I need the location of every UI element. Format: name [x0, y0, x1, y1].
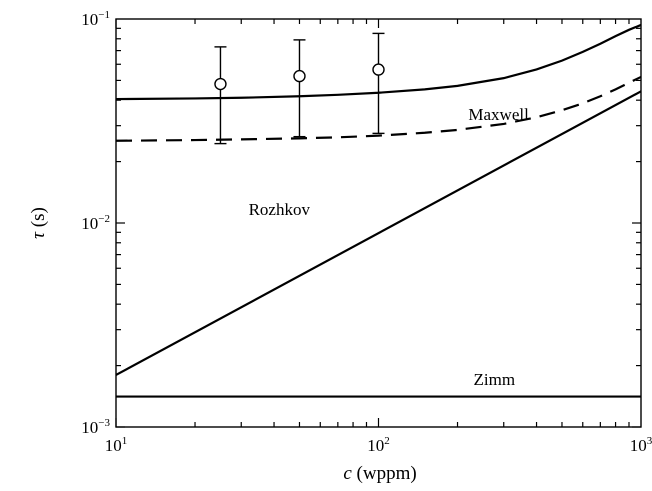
series-line-1 — [115, 75, 642, 142]
y-axis-label-unit: (s) — [28, 207, 49, 232]
x-axis-label-unit: (wppm) — [352, 463, 417, 484]
annotation-zimm: Zimm — [474, 370, 516, 389]
data-point-1 — [293, 39, 306, 138]
x-tick-label-2: 103 — [630, 435, 652, 455]
annotation-maxwell: Maxwell — [468, 105, 529, 124]
y-axis-label-var: τ — [28, 231, 49, 239]
x-tick-label-0: 101 — [105, 435, 128, 455]
y-axis-label: τ (s) — [28, 207, 49, 239]
data-point-0 — [214, 46, 227, 145]
x-tick-label-1: 102 — [367, 435, 390, 455]
annotation-rozhkov: Rozhkov — [249, 200, 311, 219]
x-axis-label: c (wppm) — [343, 463, 416, 484]
x-axis-label-var: c — [343, 463, 352, 484]
axis-ticks: 101 102 103 10−3 10−2 10−1 — [81, 9, 652, 455]
series-line-2 — [115, 90, 642, 376]
series-line-0 — [115, 23, 642, 101]
point-marker — [372, 63, 385, 76]
y-tick-label-1: 10−2 — [81, 213, 110, 233]
y-tick-label-2: 10−1 — [81, 9, 110, 29]
y-tick-label-0: 10−3 — [81, 417, 110, 437]
data-point-2 — [372, 32, 385, 135]
plot-marks — [115, 23, 642, 398]
point-marker — [214, 77, 227, 91]
point-marker — [293, 69, 306, 83]
